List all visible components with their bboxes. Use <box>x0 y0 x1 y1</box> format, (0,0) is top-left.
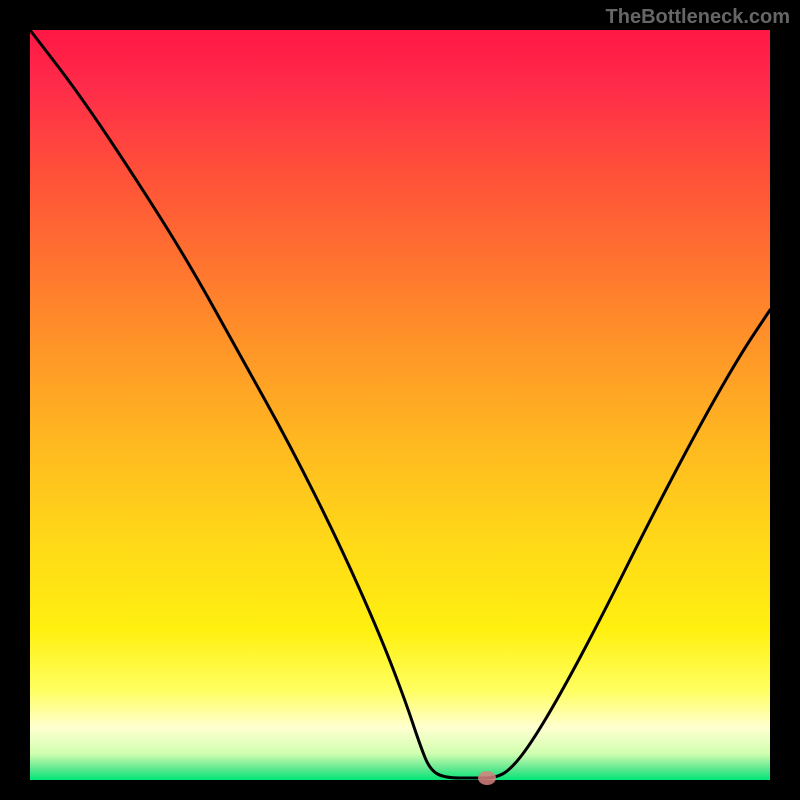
minimum-marker <box>478 771 496 785</box>
bottleneck-chart <box>0 0 800 800</box>
chart-container: TheBottleneck.com <box>0 0 800 800</box>
plot-gradient-area <box>30 30 770 780</box>
watermark-text: TheBottleneck.com <box>606 6 790 29</box>
